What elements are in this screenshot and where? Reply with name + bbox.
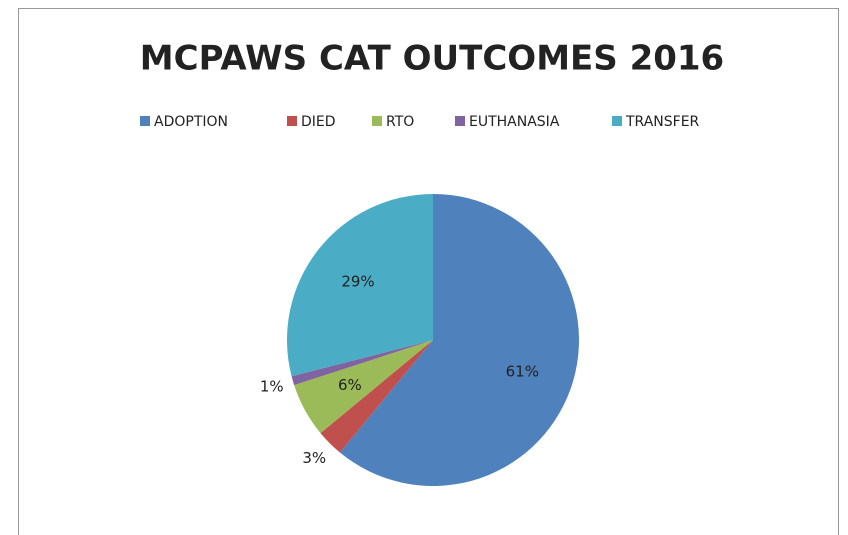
data-label: 6% — [338, 376, 362, 394]
pie-slice — [287, 194, 433, 377]
pie-slice — [291, 340, 433, 386]
legend-label: RTO — [386, 114, 414, 130]
legend-label: EUTHANASIA — [469, 114, 560, 130]
legend-label: TRANSFER — [625, 114, 700, 130]
legend-label: ADOPTION — [154, 114, 228, 130]
legend-swatch — [612, 116, 622, 126]
data-label: 1% — [260, 377, 284, 395]
chart-title: MCPAWS CAT OUTCOMES 2016 — [140, 39, 724, 79]
legend-swatch — [455, 116, 465, 126]
data-label: 29% — [341, 272, 374, 290]
data-label: 61% — [506, 363, 539, 381]
pie-slice — [339, 194, 579, 486]
pie-slice — [320, 340, 433, 453]
legend-label: DIED — [301, 114, 336, 130]
pie-slice — [294, 340, 433, 434]
legend-swatch — [287, 116, 297, 126]
legend-swatch — [140, 116, 150, 126]
data-label: 3% — [302, 449, 326, 467]
legend-swatch — [372, 116, 382, 126]
